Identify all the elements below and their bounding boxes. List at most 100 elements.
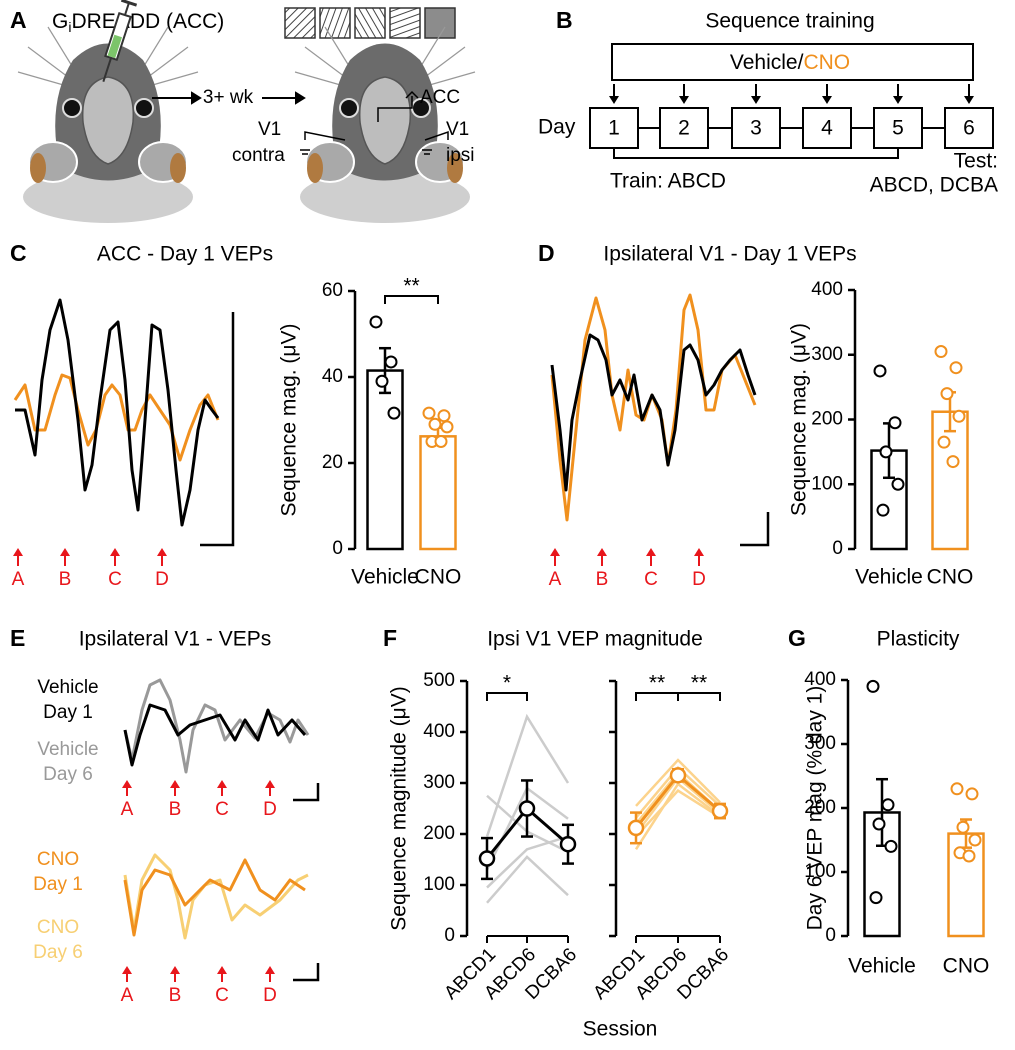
vep-trace — [123, 858, 306, 937]
stimulus-arrow — [597, 548, 607, 556]
significance-label: ** — [403, 275, 419, 298]
x-tick-label: CNO — [927, 566, 974, 589]
trace-label: Vehicle — [37, 677, 98, 698]
interval-label: 3+ wk — [203, 87, 254, 108]
x-tick-label: Vehicle — [351, 566, 419, 589]
scale-bar — [293, 963, 320, 982]
day-number: 4 — [821, 117, 833, 140]
subject-line — [486, 855, 569, 904]
day-box — [802, 107, 852, 149]
scale-bar — [293, 783, 320, 802]
trace-label: CNO — [37, 849, 79, 870]
stimulus-arrow — [265, 966, 275, 974]
day-box — [944, 107, 994, 149]
panel-label: A — [10, 7, 27, 33]
syringe — [102, 0, 138, 82]
trace-label: Day 6 — [43, 764, 93, 785]
stimulus-label: C — [215, 799, 229, 820]
grating-stimuli — [284, 7, 456, 39]
title-part: DREADD (ACC) — [71, 10, 224, 33]
y-tick-label: 100 — [423, 874, 455, 895]
stimulus-arrow — [122, 780, 132, 788]
vep-trace — [123, 703, 307, 767]
panel-label: B — [556, 7, 573, 33]
mean-point — [669, 767, 687, 784]
y-tick-label: 200 — [804, 797, 836, 818]
day-box — [731, 107, 781, 149]
x-tick-label: CNO — [943, 955, 990, 978]
day-box — [873, 107, 923, 149]
panel-title: Ipsi V1 VEP magnitude — [487, 628, 703, 651]
x-tick-label: Vehicle — [848, 955, 916, 978]
vep-trace — [550, 293, 757, 522]
stimulus-label: C — [215, 985, 229, 1006]
panel-title: Ipsilateral V1 - VEPs — [79, 628, 272, 651]
treatment-part: Vehicle/ — [730, 51, 804, 74]
y-tick-label: 500 — [423, 670, 455, 691]
panel-label: D — [538, 240, 555, 266]
day-boxes: 1 2 3 4 5 6 — [589, 84, 994, 149]
y-tick-label: 300 — [804, 733, 836, 754]
treatment-arrow — [679, 96, 689, 104]
day-number: 2 — [678, 117, 690, 140]
data-point — [934, 345, 948, 359]
data-point — [384, 355, 398, 369]
y-tick-label: 200 — [423, 823, 455, 844]
stimulus-label: D — [263, 799, 277, 820]
data-point — [428, 417, 442, 431]
site-label: V1 — [446, 119, 469, 140]
bar — [366, 369, 404, 551]
data-point — [440, 420, 454, 434]
vep-trace — [15, 298, 220, 527]
bar — [931, 410, 969, 551]
treatment-label: Vehicle/CNO — [730, 51, 850, 74]
scale-bar — [200, 312, 235, 547]
test-label: Test: — [954, 150, 998, 173]
mean-point — [627, 819, 645, 837]
panel-title: Plasticity — [877, 628, 960, 651]
stimulus-arrow — [550, 548, 560, 556]
stimulus-label: B — [169, 799, 182, 820]
treatment-arrow — [964, 96, 974, 104]
stimulus-arrow — [646, 548, 656, 556]
train-label: Train: ABCD — [610, 170, 726, 193]
stimulus-label: B — [59, 569, 72, 590]
test-label: ABCD, DCBA — [870, 174, 998, 197]
stimulus-arrow — [265, 780, 275, 788]
data-point — [937, 435, 951, 449]
day-number: 5 — [892, 117, 904, 140]
y-tick-label: 0 — [444, 925, 455, 946]
stimulus-label: D — [263, 985, 277, 1006]
stimulus-label: A — [12, 569, 25, 590]
subject-line — [485, 713, 570, 837]
y-tick-label: 300 — [811, 344, 843, 365]
trace-label: Day 1 — [43, 702, 93, 723]
x-axis-label: Session — [583, 1018, 658, 1041]
bar — [947, 832, 985, 938]
train-bracket — [613, 148, 899, 159]
stimulus-label: B — [169, 985, 182, 1006]
bar — [419, 435, 457, 551]
panel-label: G — [788, 625, 806, 651]
y-tick-label: 60 — [322, 280, 343, 301]
significance-bracket — [486, 692, 528, 701]
treatment-arrow — [893, 96, 903, 104]
treatment-arrow — [822, 96, 832, 104]
scale-bar — [740, 512, 770, 547]
data-point — [940, 387, 954, 401]
data-point — [375, 374, 389, 388]
site-label: contra — [232, 145, 285, 166]
y-tick-label: 0 — [825, 925, 836, 946]
stimulus-label: B — [596, 569, 609, 590]
data-point — [956, 820, 970, 834]
treatment-part: CNO — [803, 51, 850, 74]
trace-label: Vehicle — [37, 739, 98, 760]
treatment-arrow — [609, 96, 619, 104]
stimulus-label: A — [121, 799, 134, 820]
day-box — [659, 107, 709, 149]
panel-title: GiDREADD (ACC) — [52, 10, 224, 35]
title-part: G — [52, 10, 68, 33]
mean-point — [478, 850, 496, 867]
day-number: 6 — [963, 117, 975, 140]
